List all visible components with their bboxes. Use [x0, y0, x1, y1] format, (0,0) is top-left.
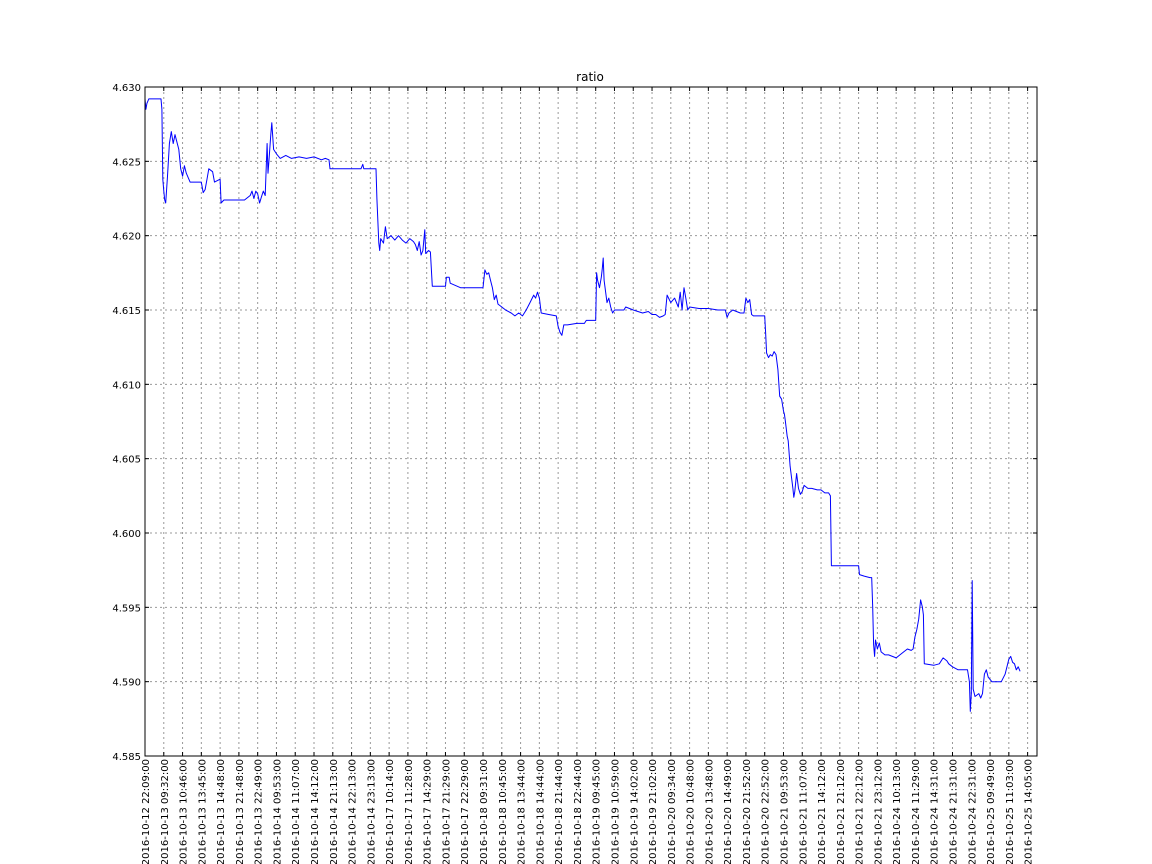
- x-tick-label: 2016-10-24 22:31:00: [967, 759, 978, 864]
- y-tick-label: 4.610: [112, 380, 141, 391]
- x-tick-label: 2016-10-13 10:46:00: [179, 759, 190, 864]
- y-axis: 4.585 4.590 4.595 4.600 4.605 4.610 4.615 4.620…: [112, 83, 1037, 763]
- x-tick-label: 2016-10-21 14:12:00: [817, 759, 828, 864]
- series-line-0: [144, 98, 1021, 712]
- x-tick-label: 2016-10-25 09:49:00: [986, 759, 997, 864]
- x-tick-label: 2016-10-18 10:45:00: [498, 759, 509, 864]
- x-tick-label: 2016-10-13 21:48:00: [235, 759, 246, 864]
- x-tick-label: 2016-10-20 13:48:00: [704, 759, 715, 864]
- x-tick-label: 2016-10-17 11:28:00: [404, 759, 415, 864]
- x-tick-label: 2016-10-19 09:45:00: [592, 759, 603, 864]
- x-tick-label: 2016-10-25 11:03:00: [1005, 759, 1016, 864]
- x-tick-label: 2016-10-20 14:49:00: [723, 759, 734, 864]
- x-tick-label: 2016-10-17 10:14:00: [385, 759, 396, 864]
- x-tick-label: 2016-10-14 11:07:00: [291, 759, 302, 864]
- x-tick-label: 2016-10-21 09:53:00: [779, 759, 790, 864]
- x-tick-label: 2016-10-24 11:29:00: [911, 759, 922, 864]
- x-tick-label: 2016-10-17 14:29:00: [423, 759, 434, 864]
- x-tick-label: 2016-10-14 22:13:00: [348, 759, 359, 864]
- x-tick-label: 2016-10-14 23:13:00: [366, 759, 377, 864]
- x-tick-label: 2016-10-14 09:53:00: [272, 759, 283, 864]
- grid-lines: [145, 87, 1037, 756]
- x-tick-label: 2016-10-14 21:13:00: [329, 759, 340, 864]
- x-tick-label: 2016-10-24 10:13:00: [892, 759, 903, 864]
- plot-frame: [144, 86, 1038, 757]
- x-tick-label: 2016-10-13 13:45:00: [197, 759, 208, 864]
- y-tick-label: 4.620: [112, 232, 141, 243]
- x-tick-label: 2016-10-17 22:29:00: [460, 759, 471, 864]
- x-tick-label: 2016-10-18 22:44:00: [573, 759, 584, 864]
- x-tick-label: 2016-10-12 22:09:00: [141, 759, 152, 864]
- x-tick-label: 2016-10-20 22:52:00: [761, 759, 772, 864]
- y-tick-label: 4.625: [112, 157, 141, 168]
- x-tick-label: 2016-10-24 14:31:00: [930, 759, 941, 864]
- x-tick-label: 2016-10-18 21:44:00: [554, 759, 565, 864]
- x-tick-label: 2016-10-21 21:12:00: [836, 759, 847, 864]
- x-tick-label: 2016-10-19 10:59:00: [610, 759, 621, 864]
- x-tick-label: 2016-10-18 09:31:00: [479, 759, 490, 864]
- x-tick-label: 2016-10-18 14:44:00: [535, 759, 546, 864]
- x-tick-label: 2016-10-13 09:32:00: [160, 759, 171, 864]
- x-tick-label: 2016-10-21 11:07:00: [798, 759, 809, 864]
- x-tick-label: 2016-10-14 14:12:00: [310, 759, 321, 864]
- x-tick-label: 2016-10-20 10:48:00: [686, 759, 697, 864]
- y-tick-label: 4.605: [112, 455, 141, 466]
- x-tick-label: 2016-10-21 22:12:00: [855, 759, 866, 864]
- y-tick-label: 4.590: [112, 678, 141, 689]
- x-tick-label: 2016-10-25 14:05:00: [1024, 759, 1035, 864]
- x-tick-label: 2016-10-24 21:31:00: [948, 759, 959, 864]
- y-tick-label: 4.630: [112, 83, 141, 94]
- x-tick-label: 2016-10-17 21:29:00: [441, 759, 452, 864]
- x-tick-label: 2016-10-20 09:34:00: [667, 759, 678, 864]
- chart-title: ratio: [576, 70, 604, 84]
- x-tick-label: 2016-10-21 23:12:00: [873, 759, 884, 864]
- y-tick-label: 4.600: [112, 529, 141, 540]
- x-tick-label: 2016-10-18 13:44:00: [517, 759, 528, 864]
- x-tick-label: 2016-10-20 21:52:00: [742, 759, 753, 864]
- y-tick-label: 4.595: [112, 603, 141, 614]
- y-tick-label: 4.615: [112, 306, 141, 317]
- y-tick-label: 4.585: [112, 752, 141, 763]
- x-tick-label: 2016-10-13 22:49:00: [254, 759, 265, 864]
- x-tick-label: 2016-10-13 14:48:00: [216, 759, 227, 864]
- series-layer: [144, 98, 1021, 712]
- x-axis: 2016-10-12 22:09:00 2016-10-13 09:32:00 20…: [141, 87, 1035, 864]
- x-tick-label: 2016-10-19 21:02:00: [648, 759, 659, 864]
- x-tick-label: 2016-10-19 14:02:00: [629, 759, 640, 864]
